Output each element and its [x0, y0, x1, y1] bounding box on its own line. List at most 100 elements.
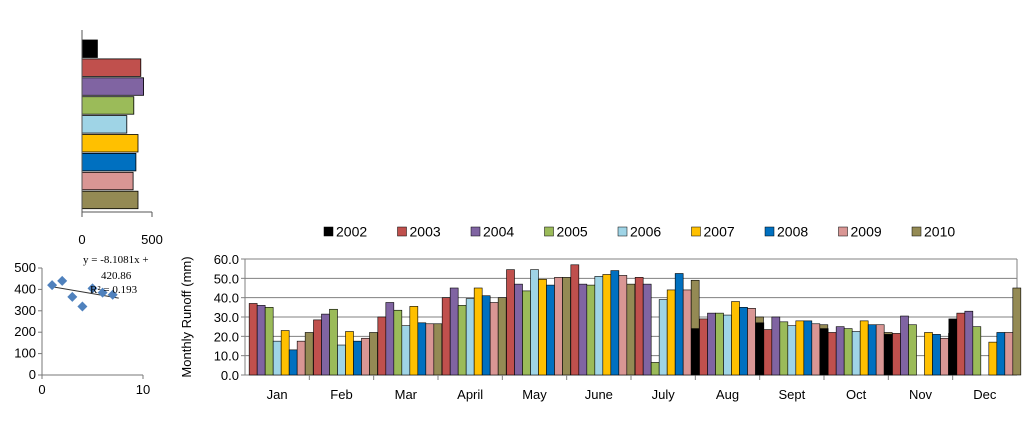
xtick-label: Nov: [909, 387, 933, 402]
bar-2006-June: [594, 276, 604, 376]
bar-2008-Feb: [353, 340, 362, 376]
bar-2004-Nov: [900, 315, 909, 376]
bar-2008-April: [481, 295, 491, 376]
legend-label-2003: 2003: [410, 224, 441, 240]
bar-2007-April: [473, 287, 483, 376]
legend-label-2004: 2004: [483, 224, 514, 240]
bar-2008-May: [546, 284, 555, 376]
legend-label-2009: 2009: [851, 224, 882, 240]
legend-label-2007: 2007: [704, 224, 735, 240]
scatter-point: [97, 287, 108, 298]
scatter-point: [107, 289, 118, 300]
bar-2010-Dec: [1012, 287, 1022, 376]
bar-2005-Oct: [843, 328, 853, 376]
bar-2002-Aug: [691, 328, 700, 376]
bar-2004-June: [578, 283, 588, 376]
bar-2008-Oct: [867, 324, 877, 376]
hbar-xtick-label: 500: [141, 232, 163, 247]
bar-2003-Aug: [699, 318, 708, 376]
ytick-label: 0.0: [221, 368, 239, 383]
bar-2008-Mar: [417, 322, 427, 376]
bar-2004-April: [449, 287, 459, 376]
bar-2003-Sept: [763, 329, 773, 376]
bar-2009-Feb: [361, 337, 370, 376]
scatter-ytick-label: 0: [29, 367, 36, 382]
xtick-label: Feb: [330, 387, 352, 402]
legend-label-2005: 2005: [557, 224, 588, 240]
bar-2010-May: [562, 277, 571, 376]
bar-2007-June: [602, 274, 612, 376]
bar-2008-Nov: [932, 334, 941, 376]
bar-2005-Mar: [393, 309, 403, 376]
bar-2009-June: [618, 275, 628, 376]
scatter-point: [57, 275, 68, 286]
scatter-ytick-label: 500: [14, 260, 36, 275]
bar-2004-Feb: [321, 313, 330, 376]
ytick-label: 30.0: [214, 310, 239, 325]
bar-2005-Aug: [715, 312, 724, 376]
legend-swatch-2007: [691, 226, 701, 237]
scatter-point: [47, 280, 58, 291]
bar-2008-July: [674, 273, 684, 376]
bar-2004-July: [642, 283, 652, 376]
bar-2005-Dec: [972, 326, 982, 376]
bar-2007-May: [538, 278, 547, 376]
scatter-xtick-label: 10: [136, 382, 150, 397]
bar-2005-Feb: [329, 308, 338, 376]
bar-2003-Feb: [313, 319, 322, 376]
hbar-4: [81, 115, 128, 134]
xtick-label: Jan: [267, 387, 288, 402]
bar-2007-Jan: [280, 330, 290, 376]
xtick-label: Dec: [973, 387, 997, 402]
bar-2009-Oct: [875, 324, 885, 376]
bar-2006-Sept: [787, 325, 797, 376]
bar-2003-Nov: [892, 333, 901, 376]
legend-swatch-2009: [838, 226, 848, 237]
bar-2007-Oct: [859, 320, 869, 376]
bar-2004-Mar: [385, 302, 395, 376]
xtick-label: Aug: [716, 387, 739, 402]
bar-2006-July: [658, 299, 668, 376]
bar-2005-Jan: [264, 307, 274, 376]
bar-2009-April: [489, 302, 499, 376]
bar-2005-May: [522, 290, 531, 376]
bar-2009-Sept: [811, 323, 821, 376]
bar-2009-Dec: [1004, 332, 1014, 376]
legend-swatch-2003: [397, 226, 407, 237]
scatter-ytick-label: 400: [14, 281, 36, 296]
scatter-point: [77, 301, 88, 312]
bar-2002-Dec: [948, 318, 958, 376]
bar-2007-Dec: [988, 341, 998, 376]
bar-2003-July: [634, 277, 644, 376]
bar-2004-Oct: [835, 326, 845, 376]
legend-label-2008: 2008: [777, 224, 808, 240]
bar-2008-Sept: [803, 320, 813, 376]
hbar-8: [81, 190, 139, 210]
bar-2003-Jan: [248, 303, 258, 376]
bar-2003-April: [441, 297, 451, 376]
ytick-label: 40.0: [214, 291, 239, 306]
bar-2007-Aug: [731, 301, 740, 376]
bar-2010-Feb: [369, 332, 378, 376]
bar-2006-Oct: [851, 331, 861, 376]
scatter-ytick-label: 100: [14, 346, 36, 361]
scatter-point: [67, 291, 78, 302]
hbar-0: [81, 39, 98, 58]
hbar-xtick-label: 0: [78, 232, 85, 247]
hbar-1: [81, 58, 142, 77]
legend-swatch-2002: [323, 226, 334, 237]
bar-2007-July: [666, 289, 676, 376]
scatter-trendline: [49, 285, 119, 299]
bar-2008-Dec: [996, 332, 1006, 376]
bar-2004-Sept: [771, 316, 781, 376]
legend-swatch-2010: [911, 226, 922, 237]
xtick-label: July: [652, 387, 676, 402]
ytick-label: 20.0: [214, 329, 239, 344]
scatter-equation-line: 420.86: [101, 270, 132, 282]
xtick-label: Oct: [846, 387, 867, 402]
legend-swatch-2004: [470, 226, 481, 237]
bar-2005-Nov: [908, 324, 917, 376]
xtick-label: Mar: [395, 387, 418, 402]
legend-swatch-2005: [544, 226, 554, 237]
